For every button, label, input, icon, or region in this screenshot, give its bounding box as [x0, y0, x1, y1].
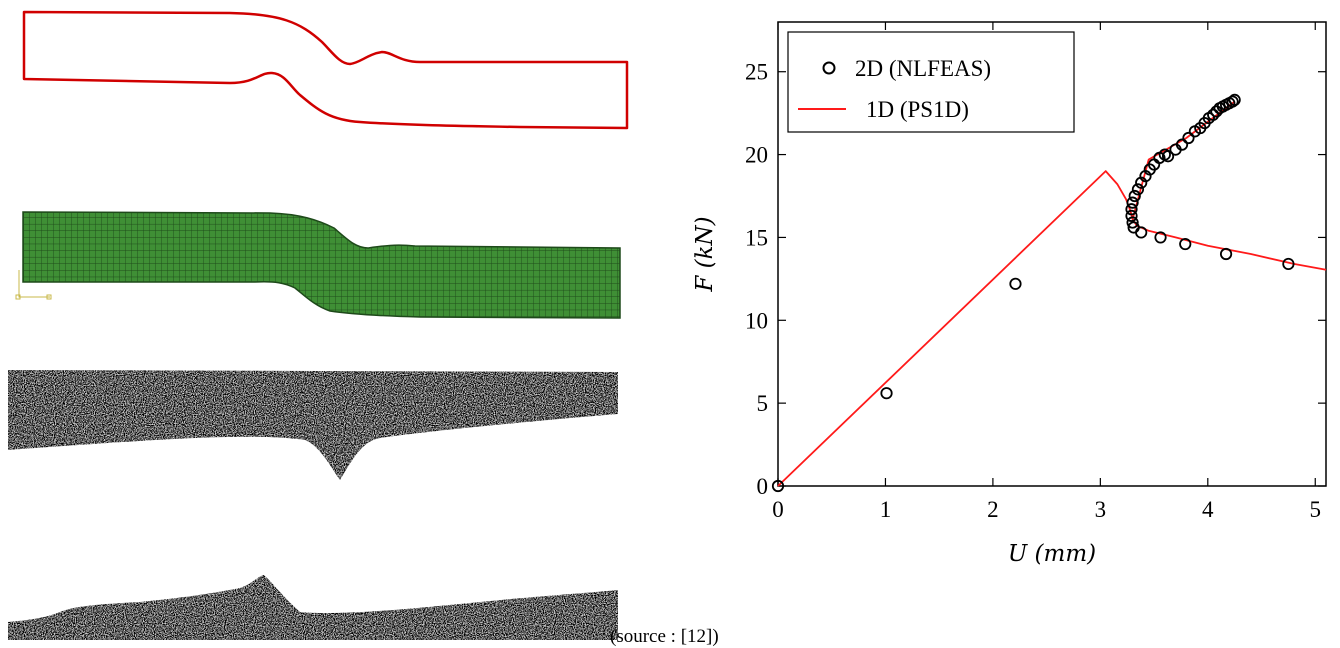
nlfeas-data-point [771, 479, 785, 493]
nlfeas-data-point [1154, 231, 1167, 244]
y-tick-label: 0 [757, 474, 769, 499]
plot-frame [777, 21, 1327, 487]
series-1d-ps1d [777, 100, 1327, 487]
series-2d-nlfeas [771, 93, 1295, 493]
nlfeas-data-point [1009, 277, 1022, 290]
x-tick-label: 1 [880, 497, 892, 522]
y-tick-label: 5 [757, 391, 769, 416]
nlfeas-data-point [1135, 226, 1148, 239]
nlfeas-data-point [1182, 131, 1195, 145]
legend-box [787, 31, 1075, 133]
nlfeas-data-point [1125, 203, 1138, 216]
nlfeas-data-point [1161, 150, 1175, 163]
y-tick-label: 20 [745, 143, 768, 168]
ps1d-curve [777, 170, 1327, 487]
micrograph-lower-dark-region [8, 575, 618, 640]
x-axis-label: U (mm) [1008, 541, 1096, 567]
y-tick-label: 10 [745, 308, 768, 333]
x-axis-ticks: 0 1 2 3 4 5 [772, 22, 1321, 522]
deformed-outline-panel [22, 10, 629, 130]
x-tick-label: 5 [1310, 497, 1322, 522]
finite-element-mesh [22, 211, 621, 319]
force-displacement-chart: 0 1 2 3 4 5 0 5 10 15 20 25 U (mm) F (kN) 2D (NLFE… [692, 21, 1327, 567]
y-tick-label: 25 [745, 60, 768, 85]
nlfeas-data-point [1219, 247, 1233, 261]
nlfeas-data-point [1126, 216, 1139, 229]
y-tick-label: 15 [745, 225, 768, 250]
origin-marker [15, 270, 52, 300]
nlfeas-data-point [1175, 138, 1189, 151]
nlfeas-data-point [1282, 257, 1295, 271]
x-tick-label: 3 [1095, 497, 1107, 522]
nlfeas-data-point [880, 387, 893, 400]
source-caption: (source : [12]) [610, 626, 719, 647]
micrograph-panel [8, 368, 618, 640]
nlfeas-data-point [1179, 237, 1192, 251]
y-axis-ticks: 0 5 10 15 20 25 [745, 60, 1326, 499]
legend-label-1d: 1D (PS1D) [866, 97, 969, 122]
deformed-outline [22, 10, 629, 130]
nlfeas-data-point [1126, 196, 1139, 209]
nlfeas-data-point [1128, 189, 1141, 203]
legend: 2D (NLFEAS) 1D (PS1D) [787, 31, 1075, 133]
mesh-panel [15, 211, 621, 319]
nlfeas-data-point [1125, 209, 1138, 222]
ps1d-curve-upper-branch [1131, 100, 1236, 220]
nlfeas-data-point [1228, 93, 1241, 106]
micrograph-upper-dark-region [8, 370, 618, 480]
nlfeas-data-point [1226, 95, 1239, 108]
legend-marker-2d [822, 61, 836, 75]
x-tick-label: 4 [1202, 497, 1214, 522]
nlfeas-data-point [1131, 183, 1145, 196]
y-axis-label: F (kN) [692, 216, 718, 292]
x-tick-label: 0 [772, 497, 784, 522]
nlfeas-data-point [1207, 108, 1220, 121]
x-tick-label: 2 [987, 497, 999, 522]
legend-label-2d: 2D (NLFEAS) [855, 56, 991, 81]
